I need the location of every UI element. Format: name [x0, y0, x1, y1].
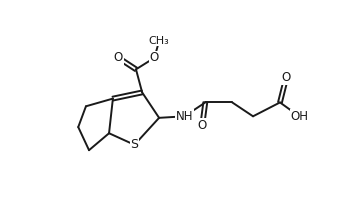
Text: NH: NH — [176, 110, 193, 123]
Text: O: O — [114, 51, 123, 64]
Text: O: O — [150, 51, 159, 64]
Text: OH: OH — [290, 110, 308, 123]
Text: S: S — [131, 138, 138, 151]
Text: O: O — [198, 119, 207, 132]
Text: O: O — [281, 71, 291, 84]
Text: CH₃: CH₃ — [149, 36, 170, 46]
